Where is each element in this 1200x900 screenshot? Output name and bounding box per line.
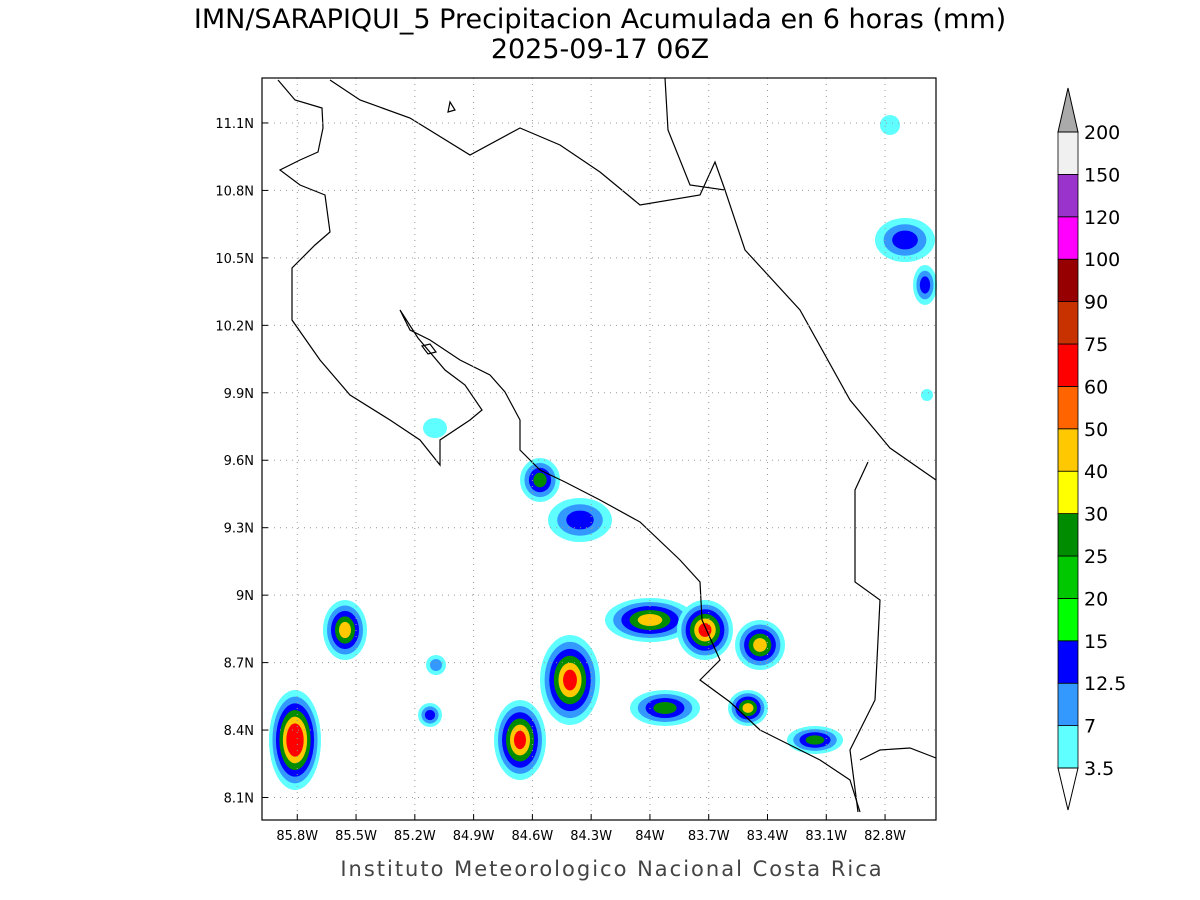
colorbar-segment	[1057, 216, 1079, 260]
rain-cell	[698, 623, 712, 637]
y-tick-label: 9N	[236, 589, 254, 604]
colorbar-segment	[1057, 725, 1079, 769]
y-tick-label: 11.1N	[215, 117, 254, 132]
rain-cell	[921, 389, 933, 401]
x-tick-label: 84.6W	[511, 829, 553, 844]
y-tick-label: 9.3N	[224, 522, 254, 537]
island	[447, 100, 456, 113]
caribbean-coast	[664, 77, 937, 481]
colorbar-label: 3.5	[1084, 758, 1114, 780]
coastlines	[277, 77, 937, 813]
rain-cell	[805, 735, 825, 745]
y-tick-label: 8.7N	[224, 657, 254, 672]
colorbar-segment	[1057, 682, 1079, 727]
colorbar: 3.5 7 12.5 15 20 25 30 40 50 60 75 90 100 120 150 200	[1057, 87, 1126, 811]
panama-border	[849, 461, 881, 813]
y-tick-label: 9.6N	[224, 454, 254, 469]
colorbar-label: 12.5	[1084, 673, 1126, 695]
y-tick-label: 9.9N	[224, 387, 254, 402]
x-tick-label: 85.5W	[335, 829, 377, 844]
x-tick-label: 84.9W	[453, 829, 495, 844]
colorbar-label: 20	[1084, 588, 1108, 610]
x-tick-label: 84W	[635, 829, 665, 844]
rain-cell	[289, 730, 301, 750]
rain-cell	[339, 621, 351, 639]
colorbar-segment	[1057, 301, 1079, 345]
nicaragua-border	[329, 79, 726, 206]
colorbar-segment	[1057, 640, 1079, 684]
y-tick-label: 10.8N	[215, 184, 254, 199]
y-tick-label: 8.4N	[224, 724, 254, 739]
colorbar-segment	[1057, 428, 1079, 472]
colorbar-label: 40	[1084, 461, 1108, 483]
colorbar-label: 60	[1084, 376, 1108, 398]
colorbar-label: 120	[1084, 207, 1120, 229]
colorbar-over	[1057, 87, 1079, 133]
x-tick-label: 85.2W	[394, 829, 436, 844]
colorbar-segment	[1057, 131, 1079, 175]
x-tick-label: 85.8W	[276, 829, 318, 844]
x-tick-label: 83.7W	[688, 829, 730, 844]
y-tick-label: 10.2N	[215, 319, 254, 334]
colorbar-segment	[1057, 173, 1079, 218]
subtitle: 2025-09-17 06Z	[491, 34, 709, 65]
precipitation	[269, 115, 937, 790]
rain-cell	[753, 638, 767, 652]
rain-cell	[514, 730, 526, 750]
colorbar-label: 30	[1084, 504, 1108, 526]
panama-coast	[859, 747, 937, 761]
rain-cell	[919, 276, 931, 294]
rain-cell	[653, 702, 677, 714]
y-tick-label: 10.5N	[215, 252, 254, 267]
rain-cell	[430, 659, 442, 671]
colorbar-label: 50	[1084, 419, 1108, 441]
map-frame	[261, 77, 937, 821]
title: IMN/SARAPIQUI_5 Precipitacion Acumulada …	[194, 4, 1006, 35]
rain-cell	[637, 614, 663, 626]
colorbar-under	[1057, 767, 1079, 811]
colorbar-segment	[1057, 258, 1079, 303]
rain-cell	[880, 115, 900, 135]
colorbar-segment	[1057, 470, 1079, 515]
rain-cell	[533, 472, 547, 488]
colorbar-segment	[1057, 385, 1079, 430]
rain-cell	[566, 510, 594, 530]
colorbar-label: 200	[1084, 122, 1120, 144]
y-tick-label: 8.1N	[224, 792, 254, 807]
colorbar-label: 15	[1084, 631, 1108, 653]
rain-cell	[742, 703, 754, 713]
rain-cell	[423, 418, 447, 438]
x-tick-label: 83.1W	[805, 829, 847, 844]
colorbar-segment	[1057, 343, 1079, 387]
colorbar-label: 100	[1084, 249, 1120, 271]
colorbar-label: 75	[1084, 334, 1108, 356]
colorbar-label: 90	[1084, 292, 1108, 314]
colorbar-segment	[1057, 555, 1079, 599]
rain-cell	[424, 709, 436, 721]
x-tick-label: 82.8W	[864, 829, 906, 844]
footer: Instituto Meteorologico Nacional Costa R…	[340, 857, 883, 881]
x-tick-label: 84.3W	[570, 829, 612, 844]
pacific-coast	[277, 79, 861, 813]
x-tick-label: 83.4W	[747, 829, 789, 844]
colorbar-segment	[1057, 598, 1079, 642]
rain-cell	[892, 230, 918, 250]
colorbar-label: 150	[1084, 164, 1120, 186]
colorbar-label: 7	[1084, 716, 1096, 738]
grid	[262, 78, 936, 820]
colorbar-segment	[1057, 513, 1079, 557]
colorbar-label: 25	[1084, 546, 1108, 568]
island	[420, 343, 438, 355]
rain-cell	[563, 669, 577, 691]
